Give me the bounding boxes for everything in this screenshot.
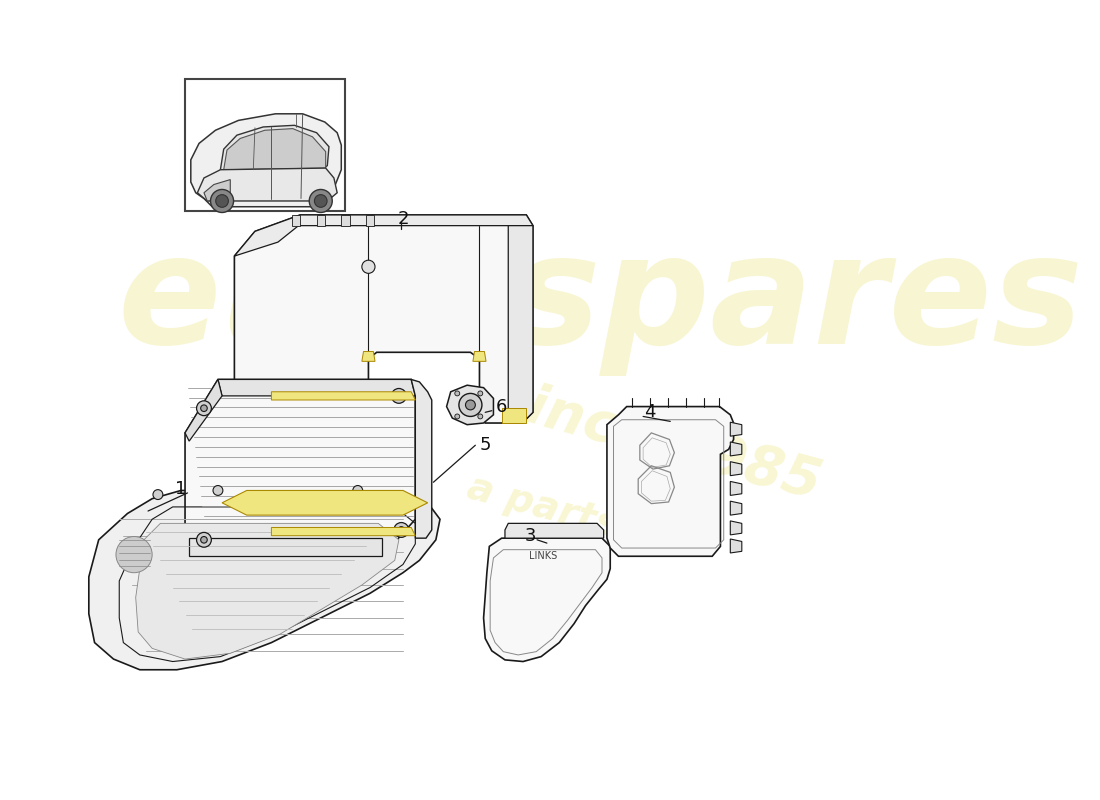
Circle shape xyxy=(216,194,229,207)
Polygon shape xyxy=(189,538,383,556)
Polygon shape xyxy=(190,114,341,206)
Circle shape xyxy=(392,389,406,403)
Polygon shape xyxy=(135,523,399,659)
Polygon shape xyxy=(220,126,329,174)
Circle shape xyxy=(454,391,460,396)
Circle shape xyxy=(454,414,460,419)
Polygon shape xyxy=(317,215,324,226)
Polygon shape xyxy=(234,215,532,425)
Circle shape xyxy=(353,486,363,495)
Polygon shape xyxy=(204,179,230,201)
Polygon shape xyxy=(730,462,741,476)
Polygon shape xyxy=(341,215,350,226)
Polygon shape xyxy=(218,379,416,396)
Text: since 1985: since 1985 xyxy=(488,371,827,510)
Circle shape xyxy=(197,533,211,547)
Text: eurospares: eurospares xyxy=(118,227,1084,376)
Polygon shape xyxy=(502,408,526,423)
Circle shape xyxy=(394,522,409,538)
Text: 6: 6 xyxy=(496,398,507,415)
Circle shape xyxy=(153,490,163,499)
Circle shape xyxy=(309,190,332,213)
Polygon shape xyxy=(185,379,222,441)
Text: LINKS: LINKS xyxy=(529,551,557,562)
Polygon shape xyxy=(292,215,300,226)
Polygon shape xyxy=(730,539,741,553)
Polygon shape xyxy=(473,351,486,362)
Polygon shape xyxy=(366,215,374,226)
Polygon shape xyxy=(447,385,494,425)
Text: 2: 2 xyxy=(397,210,409,228)
Circle shape xyxy=(477,391,483,396)
Circle shape xyxy=(200,537,207,543)
Circle shape xyxy=(362,260,375,274)
Text: 5: 5 xyxy=(480,436,491,454)
Polygon shape xyxy=(730,482,741,495)
Polygon shape xyxy=(607,406,734,556)
Circle shape xyxy=(213,486,223,495)
Polygon shape xyxy=(197,168,338,201)
Polygon shape xyxy=(222,490,428,515)
Polygon shape xyxy=(505,523,604,538)
Circle shape xyxy=(197,401,211,416)
Circle shape xyxy=(477,414,483,419)
Text: 3: 3 xyxy=(525,526,536,545)
Polygon shape xyxy=(730,521,741,535)
Circle shape xyxy=(116,537,152,573)
Text: 1: 1 xyxy=(175,480,187,498)
Text: a parts: a parts xyxy=(463,469,623,546)
Circle shape xyxy=(459,394,482,417)
Bar xyxy=(185,79,345,211)
Polygon shape xyxy=(730,501,741,515)
Polygon shape xyxy=(484,538,610,662)
Polygon shape xyxy=(89,490,440,670)
Polygon shape xyxy=(508,226,532,423)
Circle shape xyxy=(465,400,475,410)
Polygon shape xyxy=(272,527,416,536)
Polygon shape xyxy=(272,392,416,400)
Polygon shape xyxy=(223,129,326,170)
Circle shape xyxy=(396,393,403,399)
Circle shape xyxy=(315,194,327,207)
Text: 4: 4 xyxy=(644,403,656,422)
Polygon shape xyxy=(234,215,532,256)
Circle shape xyxy=(398,526,405,534)
Circle shape xyxy=(200,405,207,411)
Polygon shape xyxy=(185,379,416,556)
Polygon shape xyxy=(411,379,432,538)
Polygon shape xyxy=(730,422,741,436)
Polygon shape xyxy=(362,351,375,362)
Polygon shape xyxy=(730,442,741,456)
Circle shape xyxy=(210,190,233,213)
